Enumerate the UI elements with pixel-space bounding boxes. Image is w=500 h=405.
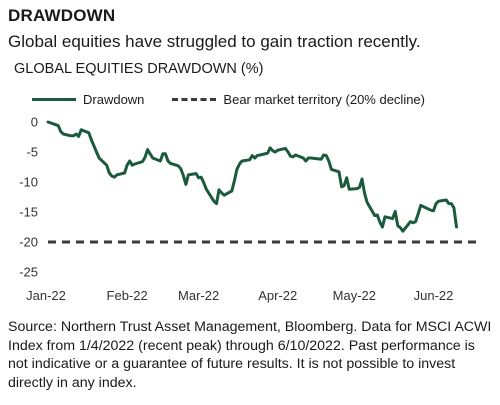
- source-note: Source: Northern Trust Asset Management,…: [8, 319, 492, 391]
- page-subtitle: Global equities have struggled to gain t…: [8, 32, 421, 51]
- x-tick-label: Apr-22: [258, 288, 297, 303]
- y-tick-label: 0: [31, 115, 38, 130]
- x-tick-label: Mar-22: [178, 288, 219, 303]
- y-axis: 0 -5 -10 -15 -20 -25: [19, 115, 38, 280]
- y-tick-label: -10: [19, 175, 38, 190]
- legend-drawdown-label: Drawdown: [83, 91, 145, 107]
- chart-legend: Drawdown Bear market territory (20% decl…: [32, 90, 425, 108]
- legend-drawdown-swatch: [32, 97, 76, 101]
- x-tick-label: Jun-22: [414, 288, 454, 303]
- legend-bear-label: Bear market territory (20% decline): [223, 91, 425, 107]
- x-tick-label: May-22: [333, 288, 376, 303]
- chart-title: GLOBAL EQUITIES DRAWDOWN (%): [14, 61, 264, 77]
- x-axis: Jan-22 Feb-22 Mar-22 Apr-22 May-22 Jun-22: [26, 288, 453, 303]
- x-tick-label: Feb-22: [107, 288, 148, 303]
- drawdown-series-line: [46, 120, 458, 233]
- y-tick-label: -5: [26, 145, 38, 160]
- drawdown-chart: 0 -5 -10 -15 -20 -25 Jan-22 Feb-22 Mar-22 Apr-22…: [19, 115, 482, 303]
- page-title: DRAWDOWN: [8, 6, 116, 25]
- y-tick-label: -25: [19, 265, 38, 280]
- y-tick-label: -15: [19, 205, 38, 220]
- y-tick-label: -20: [19, 235, 38, 250]
- legend-bear-swatch: [172, 97, 217, 101]
- x-tick-label: Jan-22: [26, 288, 66, 303]
